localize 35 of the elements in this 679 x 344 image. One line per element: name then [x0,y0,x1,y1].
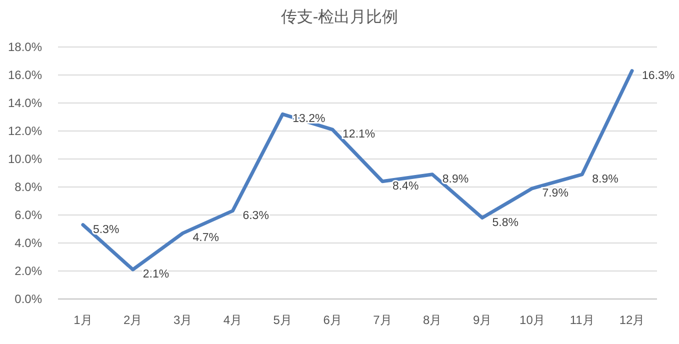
data-label: 16.3% [642,70,675,82]
y-tick-label: 10.0% [8,152,42,166]
y-tick-label: 2.0% [14,264,42,278]
y-tick-label: 18.0% [8,40,42,54]
x-tick-label: 2月 [124,313,142,327]
x-tick-label: 1月 [74,313,92,327]
y-tick-label: 0.0% [14,292,42,306]
line-series [81,69,634,272]
x-tick-label: 4月 [223,313,242,327]
data-label: 12.1% [342,128,376,141]
x-tick-label: 11月 [570,313,594,327]
x-tick-label: 10月 [520,313,545,327]
y-tick-label: 4.0% [14,236,42,250]
data-label: 8.9% [442,173,469,186]
data-label: 5.3% [92,224,120,236]
x-tick-label: 9月 [472,313,492,327]
x-tick-label: 12月 [619,313,645,327]
x-tick-label: 7月 [373,313,392,327]
x-tick-label: 3月 [173,313,192,327]
x-tick-label: 5月 [273,313,292,327]
y-tick-label: 6.0% [14,208,42,222]
data-label: 8.4% [392,180,419,192]
data-label: 4.7% [192,232,220,244]
y-tick-label: 12.0% [8,124,42,138]
y-tick-label: 16.0% [8,68,42,82]
y-tick-label: 14.0% [8,96,42,110]
y-tick-label: 8.0% [14,180,42,194]
data-label: 7.9% [542,187,568,200]
x-tick-label: 8月 [423,313,442,327]
data-label: 8.9% [592,173,618,186]
data-label: 2.1% [142,268,170,281]
data-label: 6.3% [242,210,269,222]
x-tick-label: 6月 [323,313,342,327]
data-label: 5.8% [492,216,519,229]
chart-title: 传支-检出月比例 [280,8,398,26]
